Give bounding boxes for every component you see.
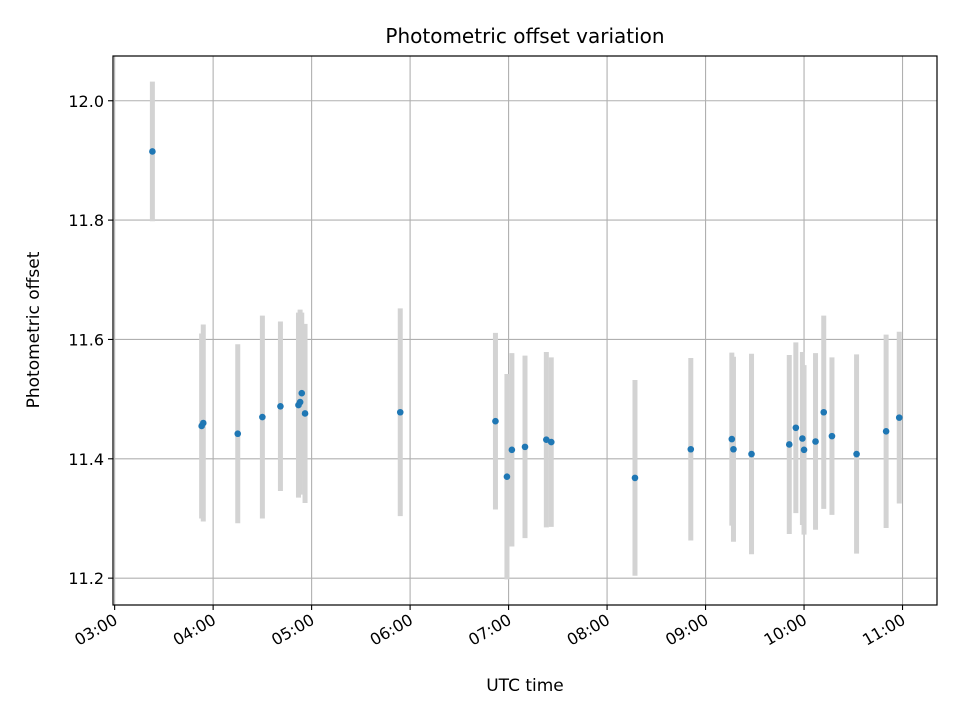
data-point <box>785 441 793 448</box>
data-point <box>882 428 890 435</box>
data-points <box>149 148 903 482</box>
y-tick-label: 11.4 <box>68 450 104 469</box>
data-point <box>800 446 808 454</box>
data-point <box>792 424 800 432</box>
data-point <box>149 148 156 155</box>
data-point <box>687 445 695 453</box>
data-point <box>301 410 309 417</box>
data-point <box>396 408 404 416</box>
data-point <box>296 398 304 406</box>
data-point <box>799 435 806 442</box>
data-point <box>492 417 499 425</box>
y-axis: 11.2 11.4 11.6 11.8 12.0 <box>68 92 113 588</box>
y-tick-label: 11.8 <box>68 211 104 230</box>
data-point <box>812 438 819 445</box>
x-axis-label: UTC time <box>486 676 564 696</box>
data-point <box>828 432 836 440</box>
data-point <box>748 450 755 458</box>
data-point <box>631 474 639 482</box>
data-point <box>199 419 207 427</box>
data-point <box>508 446 516 454</box>
data-point <box>298 389 306 397</box>
data-point <box>728 435 736 443</box>
y-tick-label: 11.6 <box>68 330 104 349</box>
data-point <box>234 430 242 438</box>
data-point <box>895 414 903 421</box>
data-point <box>820 408 828 416</box>
data-point <box>853 450 860 458</box>
data-point <box>503 473 511 481</box>
data-point <box>543 436 550 444</box>
data-point <box>547 438 555 446</box>
plot-frame <box>112 55 938 606</box>
data-point <box>521 443 529 451</box>
y-tick-label: 11.2 <box>68 569 104 588</box>
y-tick-label: 12.0 <box>68 92 104 111</box>
data-point <box>277 402 284 410</box>
data-point <box>259 413 266 421</box>
data-point <box>730 445 737 453</box>
y-axis-label: Photometric offset <box>24 251 44 408</box>
chart-title: Photometric offset variation <box>385 24 664 48</box>
